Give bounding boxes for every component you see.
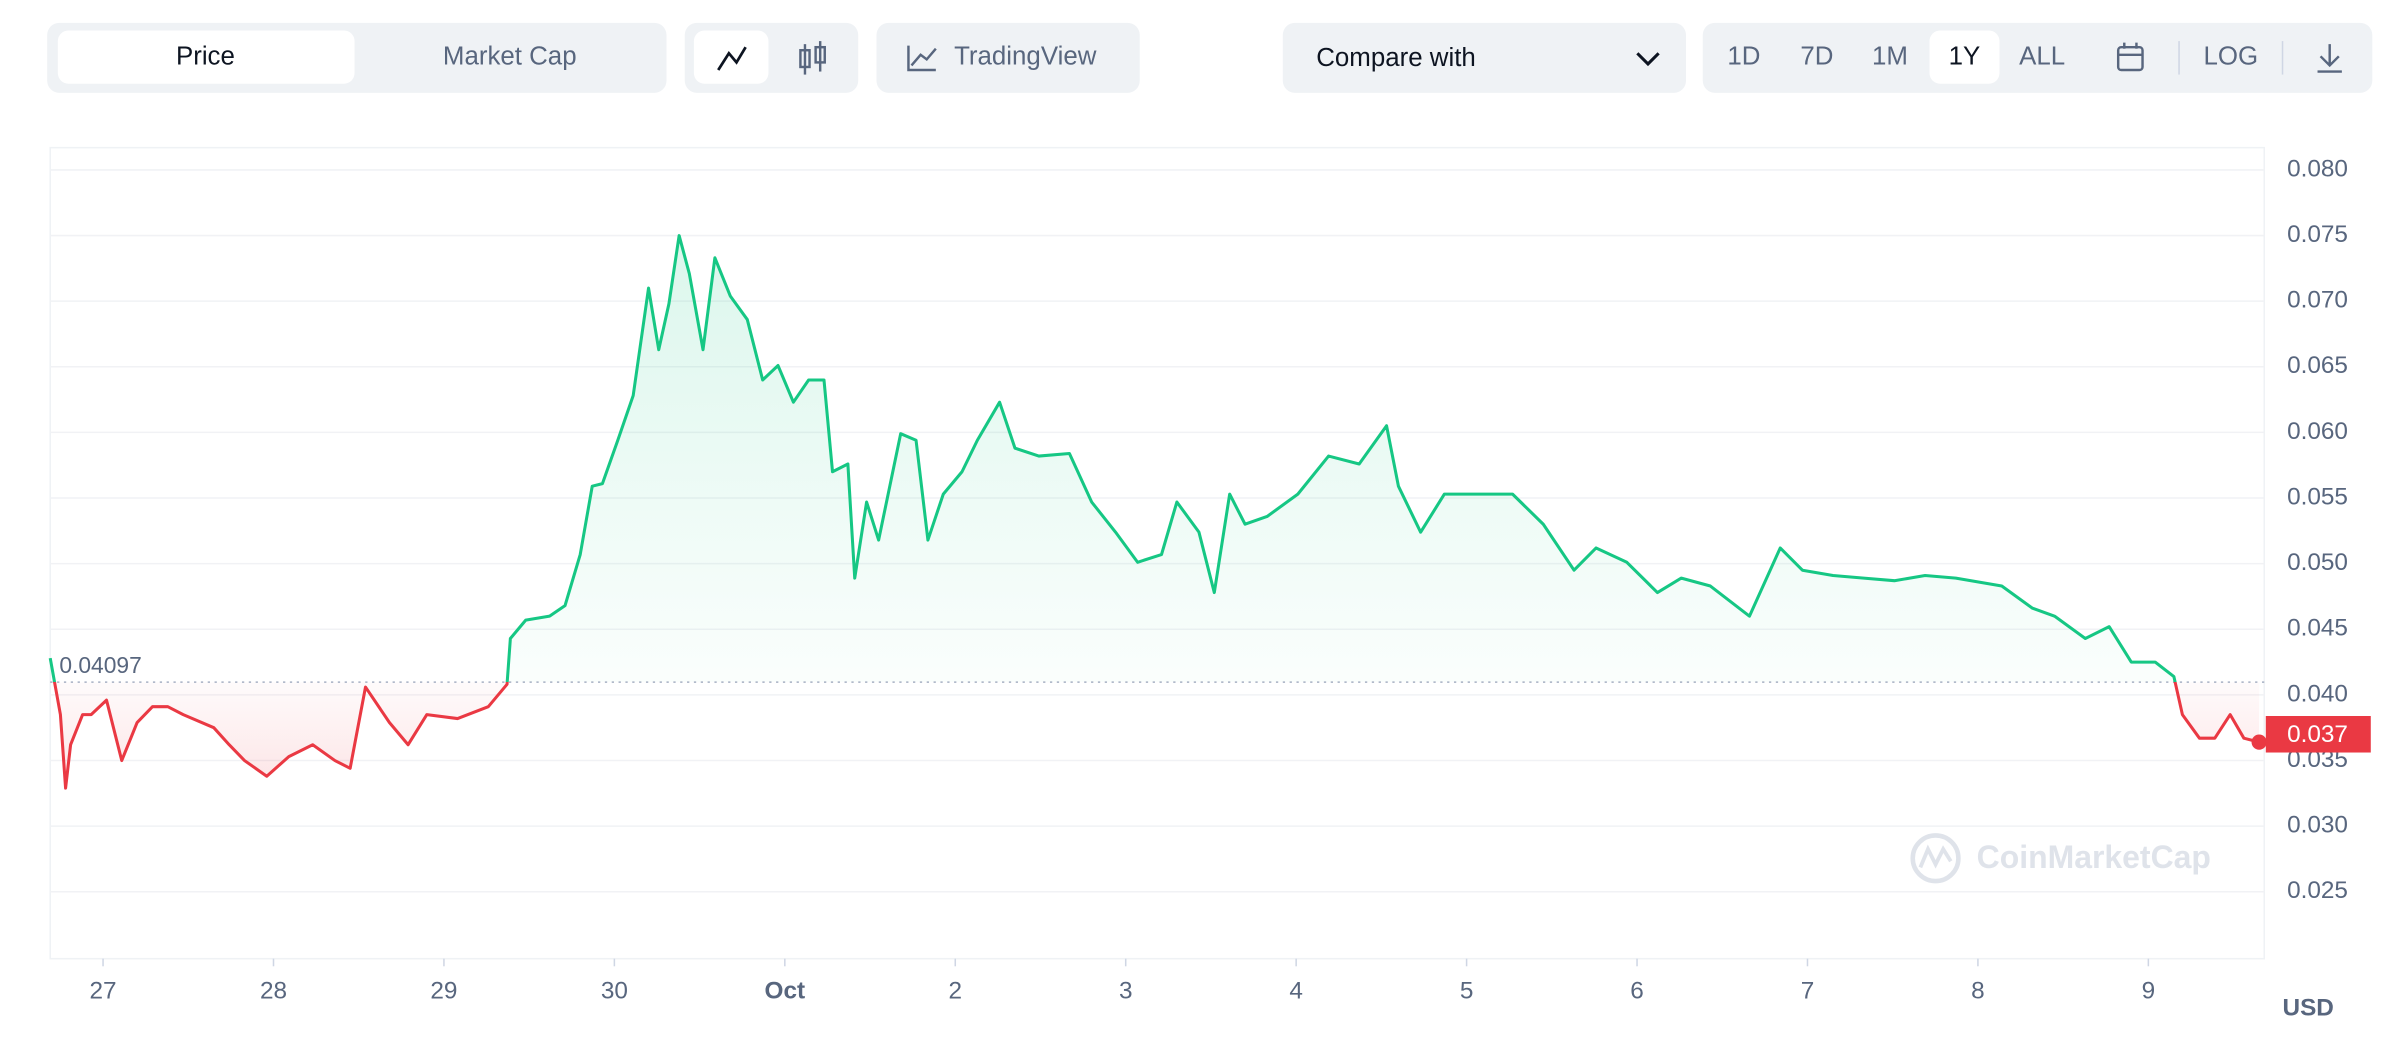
y-tick-label: 0.070 bbox=[2287, 287, 2348, 314]
y-tick-label: 0.025 bbox=[2287, 877, 2348, 904]
x-tick-label: 4 bbox=[1289, 978, 1303, 1005]
tradingview-label: TradingView bbox=[954, 43, 1097, 71]
x-tick-label: 29 bbox=[430, 978, 457, 1005]
watermark: CoinMarketCap bbox=[1910, 833, 2211, 884]
current-price-label: 0.037 bbox=[2287, 721, 2348, 748]
download-button[interactable] bbox=[2317, 44, 2342, 73]
baseline-label-bg bbox=[54, 654, 162, 680]
x-tick-label: 7 bbox=[1801, 978, 1815, 1005]
baseline-label: 0.04097 bbox=[59, 652, 141, 678]
x-tick-label: 2 bbox=[949, 978, 963, 1005]
x-tick-label: 9 bbox=[2142, 978, 2156, 1005]
tradingview-icon bbox=[907, 45, 937, 72]
price-area bbox=[50, 235, 2260, 789]
y-tick-label: 0.040 bbox=[2287, 680, 2348, 707]
range-button[interactable]: ALL bbox=[2019, 43, 2065, 71]
line-icon bbox=[717, 46, 747, 71]
x-tick-label: 28 bbox=[260, 978, 287, 1005]
price-tab[interactable]: Price bbox=[176, 43, 235, 71]
x-tick-label: Oct bbox=[765, 978, 806, 1005]
range-button[interactable]: 7D bbox=[1800, 43, 1833, 71]
active-range bbox=[1929, 30, 2000, 84]
y-tick-label: 0.055 bbox=[2287, 483, 2348, 510]
active-tab bbox=[57, 30, 355, 84]
x-tick-label: 3 bbox=[1119, 978, 1133, 1005]
dropdown-chevron bbox=[1636, 52, 1660, 67]
range-selector bbox=[1702, 22, 2373, 93]
current-price-tag bbox=[2265, 716, 2371, 753]
x-tick-label: 30 bbox=[601, 978, 628, 1005]
x-tick-label: 8 bbox=[1971, 978, 1985, 1005]
candle-button[interactable] bbox=[799, 41, 826, 75]
x-tick-label: 6 bbox=[1630, 978, 1644, 1005]
range-button[interactable]: 1M bbox=[1872, 43, 1908, 71]
y-tick-label: 0.075 bbox=[2287, 221, 2348, 248]
y-tick-label: 0.045 bbox=[2287, 615, 2348, 642]
currency-label: USD bbox=[2283, 994, 2334, 1021]
x-tick-label: 5 bbox=[1460, 978, 1474, 1005]
x-tick-label: 27 bbox=[90, 978, 117, 1005]
range-button[interactable]: 1Y bbox=[1949, 43, 1981, 71]
y-tick-label: 0.060 bbox=[2287, 418, 2348, 445]
plot-frame bbox=[49, 146, 2266, 960]
y-tick-label: 0.050 bbox=[2287, 549, 2348, 576]
compare-label: Compare with bbox=[1316, 44, 1476, 72]
last-point bbox=[2251, 734, 2267, 750]
market-cap-tab[interactable]: Market Cap bbox=[443, 43, 577, 71]
price-line bbox=[48, 234, 2260, 790]
tradingview-button[interactable] bbox=[876, 22, 1140, 93]
y-tick-label: 0.065 bbox=[2287, 352, 2348, 379]
toolbar: Price Market Cap TradingView Compare wit… bbox=[47, 22, 2373, 93]
log-button[interactable]: LOG bbox=[2203, 43, 2258, 71]
calendar-button[interactable] bbox=[2116, 42, 2144, 72]
range-button[interactable]: 1D bbox=[1727, 43, 1760, 71]
watermark-text: CoinMarketCap bbox=[1977, 839, 2211, 875]
y-tick-label: 0.030 bbox=[2287, 812, 2348, 839]
y-tick-label: 0.080 bbox=[2287, 155, 2348, 182]
compare-dropdown[interactable] bbox=[1282, 22, 1687, 93]
